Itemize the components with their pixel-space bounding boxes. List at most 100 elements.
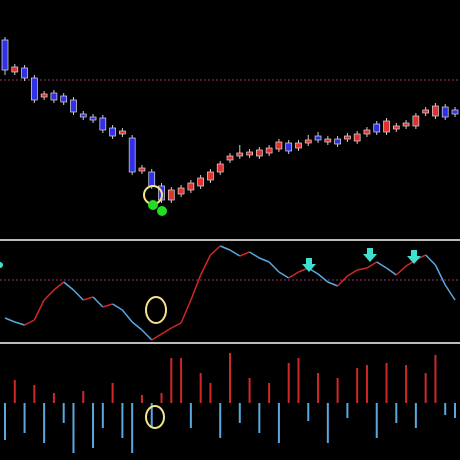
candle-body	[402, 122, 410, 127]
bar	[199, 373, 202, 403]
line-segment	[357, 267, 368, 271]
candle-body	[119, 130, 126, 135]
candle-body	[11, 66, 19, 73]
candle-body	[1, 39, 9, 71]
line-segment	[102, 303, 113, 308]
bar	[13, 380, 16, 403]
bar	[395, 403, 398, 423]
candle-body	[383, 120, 390, 133]
candle-body	[353, 133, 361, 142]
arrows	[0, 248, 421, 272]
bar	[336, 378, 339, 403]
candle-body	[304, 139, 312, 144]
arrow	[363, 248, 377, 262]
line-segment	[199, 254, 212, 276]
bar	[4, 403, 6, 440]
bar	[209, 383, 212, 403]
candle-body	[441, 106, 449, 118]
bar	[297, 358, 300, 403]
line-segment	[121, 309, 133, 323]
line-segment	[278, 271, 290, 279]
bar	[43, 403, 46, 443]
line-segment	[346, 269, 358, 277]
line-segment	[376, 261, 387, 269]
candle-body	[344, 135, 351, 140]
arrow	[302, 258, 316, 272]
bar	[180, 358, 183, 403]
line-segment	[229, 249, 241, 257]
bar	[52, 393, 55, 403]
line-segment	[395, 265, 407, 276]
bar	[23, 403, 26, 433]
candle-body	[324, 138, 332, 143]
candle-body	[148, 171, 156, 187]
marks	[0, 37, 460, 453]
candle-body	[50, 92, 58, 101]
bar	[170, 358, 173, 403]
bar	[160, 393, 163, 403]
line-segment	[444, 284, 456, 301]
candle-body	[226, 155, 234, 161]
bar	[131, 403, 134, 453]
line-segment	[141, 329, 153, 341]
bar	[258, 403, 261, 433]
candle-body	[197, 177, 205, 187]
bar	[82, 391, 85, 403]
bar	[219, 403, 222, 438]
bar	[356, 368, 359, 403]
line-segment	[180, 299, 192, 324]
candle-body	[451, 109, 459, 115]
line-segment	[24, 319, 35, 326]
candle-body	[216, 163, 224, 173]
bar	[346, 403, 349, 418]
bar	[150, 403, 153, 428]
candle-body	[60, 95, 68, 103]
candle-body	[422, 109, 430, 114]
candle-body	[138, 167, 146, 172]
bar	[365, 365, 368, 403]
candle-body	[177, 187, 185, 195]
bar	[101, 403, 104, 428]
line-segment	[43, 289, 55, 301]
line-segment	[151, 333, 162, 341]
line-segment	[92, 296, 104, 308]
arrow	[407, 250, 421, 264]
candle-body	[246, 151, 253, 156]
bar	[229, 353, 231, 403]
bar	[317, 373, 320, 403]
bar	[414, 403, 417, 428]
bar	[92, 403, 95, 448]
candle-body	[373, 123, 381, 133]
line-segment	[33, 299, 45, 321]
bar	[405, 365, 408, 403]
bar	[424, 373, 427, 403]
bar	[375, 403, 378, 438]
bar	[140, 395, 143, 403]
candle-body	[187, 182, 195, 191]
candle-body	[128, 137, 136, 173]
bar	[189, 403, 192, 428]
candle-body	[392, 125, 400, 130]
candle-body	[167, 189, 175, 201]
candle-body	[70, 99, 77, 113]
line-segment	[161, 327, 172, 335]
candle-body	[334, 138, 341, 145]
line-segment	[434, 264, 446, 286]
line-segment	[53, 281, 65, 291]
line-segment	[425, 254, 436, 266]
highlight-circle	[145, 405, 165, 429]
line-segment	[317, 273, 329, 283]
line-segment	[219, 245, 231, 251]
line-segment	[239, 251, 250, 257]
line-segment	[337, 275, 348, 287]
candle-body	[275, 141, 283, 150]
signal-dot	[157, 206, 167, 216]
line-segment	[170, 322, 182, 329]
candle-body	[40, 93, 48, 98]
line-segment	[366, 261, 378, 269]
candle-body	[79, 113, 87, 118]
bar	[33, 385, 36, 403]
candle-body	[285, 142, 293, 152]
candle-body	[236, 152, 244, 157]
candle-body	[265, 147, 273, 154]
